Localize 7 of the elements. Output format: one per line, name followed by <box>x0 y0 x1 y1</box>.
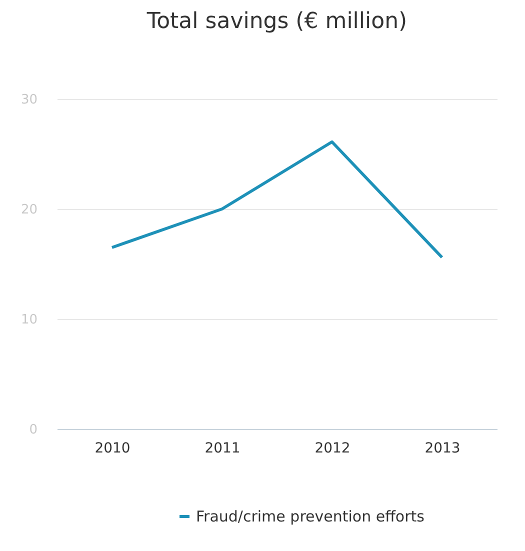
line-series <box>110 140 444 259</box>
chart-title: Total savings (€ million) <box>146 9 408 34</box>
x-tick-label: 2010 <box>94 440 130 456</box>
x-tick-label: 2012 <box>314 440 350 456</box>
legend-label: Fraud/crime prevention efforts <box>196 508 425 526</box>
x-tick-label: 2013 <box>424 440 460 456</box>
x-tick-label: 2011 <box>204 440 240 456</box>
